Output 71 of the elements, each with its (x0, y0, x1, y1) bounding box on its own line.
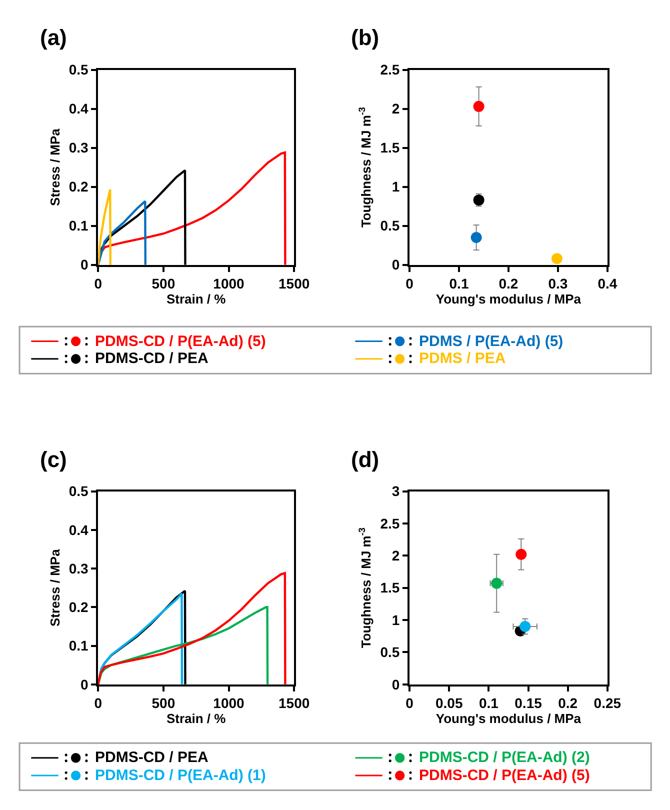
point (520, 620, 531, 632)
y-tick-label: 0.2 (68, 599, 89, 616)
y-tick-label: 1 (392, 612, 400, 628)
y-tick-label: 0.5 (68, 62, 89, 78)
x-axis-title: Strain / % (166, 292, 226, 307)
x-tick-label: 0.05 (435, 695, 463, 712)
chart-title: (d) (351, 447, 380, 472)
y-tick-label: 0.5 (380, 218, 400, 234)
x-tick-label: 0.2 (498, 276, 518, 292)
y-tick-label: 0.3 (68, 560, 89, 576)
legend-label: PDMS-CD / P(EA-Ad) (1) (95, 767, 266, 784)
x-axis-title: Young's modulus / MPa (436, 711, 582, 726)
y-tick-label: 2.5 (380, 515, 400, 532)
y-tick-label: 0 (392, 256, 400, 273)
line-series (98, 572, 286, 684)
y-tick-label: 0.2 (68, 178, 89, 195)
legend-label: PDMS-CD / PEA (95, 350, 209, 367)
y-tick-label: 1.5 (380, 140, 400, 156)
x-tick-label: 500 (152, 695, 176, 712)
y-axis-title: Stress / MPa (47, 128, 62, 206)
y-tick-label: 0.4 (68, 522, 89, 538)
y-tick-label: 0.1 (68, 218, 89, 234)
x-tick-label: 500 (152, 276, 176, 292)
x-tick-label: 1500 (278, 695, 310, 712)
x-tick-label: 0 (406, 695, 414, 712)
x-tick-label: 0 (94, 276, 102, 292)
chart-title: (b) (351, 25, 380, 50)
y-axis-title: Stress / MPa (47, 548, 62, 626)
y-tick-label: 0 (80, 256, 89, 273)
point (516, 548, 527, 560)
point (551, 253, 562, 264)
x-tick-label: 1500 (278, 276, 310, 292)
legend-label: PDMS / PEA (419, 350, 506, 367)
y-tick-label: 1.5 (380, 580, 400, 596)
x-tick-label: 0.1 (449, 276, 469, 292)
y-tick-label: 0 (80, 676, 89, 692)
point (470, 232, 482, 244)
x-tick-label: 0.3 (548, 276, 568, 292)
y-tick-label: 2.5 (380, 62, 400, 78)
x-tick-label: 0.15 (514, 695, 542, 712)
y-tick-label: 0.5 (380, 644, 400, 660)
legend-label: PDMS-CD / PEA (95, 749, 209, 766)
legend-label: PDMS-CD / P(EA-Ad) (5) (95, 333, 266, 350)
x-tick-label: 0 (406, 276, 414, 292)
line-series (98, 200, 146, 265)
y-tick-label: 0 (392, 676, 400, 692)
legend-label: PDMS-CD / P(EA-Ad) (5) (419, 767, 590, 784)
line-series (98, 606, 269, 684)
x-axis-title: Strain / % (166, 711, 226, 726)
line-series (98, 188, 112, 265)
x-tick-label: 0.4 (598, 276, 618, 292)
x-tick-label: 0.1 (478, 695, 499, 712)
y-tick-label: 1 (392, 178, 400, 195)
x-tick-label: 1000 (213, 276, 245, 292)
legend-label: PDMS-CD / P(EA-Ad) (2) (419, 749, 590, 766)
y-tick-label: 0.4 (68, 100, 89, 117)
legend-label: PDMS / P(EA-Ad) (5) (419, 333, 564, 350)
chart-title: (a) (40, 25, 67, 50)
x-tick-label: 0.25 (594, 695, 622, 712)
y-tick-label: 2 (392, 100, 400, 117)
y-tick-label: 2 (392, 548, 400, 564)
x-tick-label: 0 (94, 695, 102, 712)
y-tick-label: 3 (392, 483, 400, 500)
x-axis-title: Young's modulus / MPa (436, 292, 582, 307)
chart-title: (c) (40, 447, 67, 472)
y-tick-label: 0.1 (68, 638, 89, 654)
x-tick-label: 1000 (213, 695, 245, 712)
y-tick-label: 0.3 (68, 140, 89, 156)
point (473, 100, 484, 112)
y-tick-label: 0.5 (68, 483, 89, 500)
x-tick-label: 0.2 (558, 695, 578, 712)
